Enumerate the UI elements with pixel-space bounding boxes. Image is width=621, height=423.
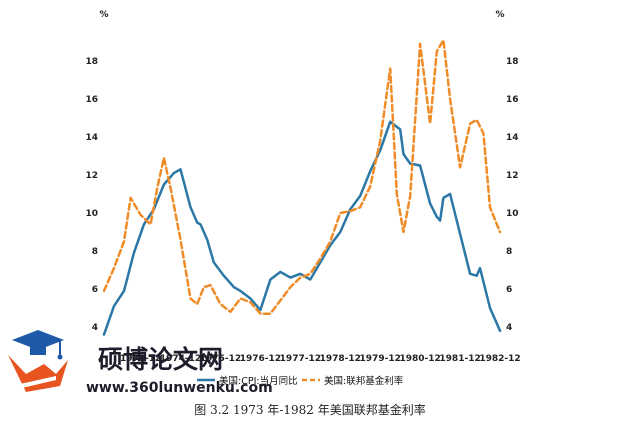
legend-item-cpi: 美国:CPI:当月同比: [197, 375, 298, 387]
x-tick-label: 1976-12: [240, 354, 281, 364]
y-tick-label-right: 18: [506, 57, 519, 67]
y-tick-label-left: 10: [85, 209, 98, 219]
y-tick-label-right: 6: [506, 285, 512, 295]
watermark-title: 硕博论文网: [98, 345, 223, 374]
y-tick-label-left: 16: [85, 95, 98, 105]
graduation-cap-book-icon: [8, 330, 68, 392]
y-tick-label-left: 4: [92, 323, 98, 333]
x-tick-label: 1979-12: [360, 354, 401, 364]
x-tick-label: 1977-12: [280, 354, 321, 364]
x-tick-label: 1980-12: [399, 354, 440, 364]
y-tick-label-right: 8: [506, 247, 512, 257]
y-axis-right-unit: %: [495, 10, 504, 20]
x-tick-label: 1982-12: [479, 354, 520, 364]
y-axis-right: 4 6 8 10 12 14 16 18: [506, 57, 519, 333]
y-tick-label-right: 4: [506, 323, 512, 333]
y-tick-label-left: 18: [85, 57, 98, 67]
y-tick-label-right: 10: [506, 209, 519, 219]
y-axis-left-unit: %: [99, 10, 108, 20]
y-tick-label-right: 14: [506, 133, 519, 143]
y-tick-label-left: 14: [85, 133, 98, 143]
legend-label-cpi: 美国:CPI:当月同比: [219, 375, 298, 387]
series-line-cpi: [102, 120, 502, 336]
x-tick-label: 1981-12: [439, 354, 480, 364]
series-line-fed-funds-rate: [102, 38, 502, 315]
y-tick-label-left: 6: [92, 285, 98, 295]
y-axis-left: 4 6 8 10 12 14 16 18: [85, 57, 98, 333]
x-tick-label: 1978-12: [320, 354, 361, 364]
watermark-logo: 硕博论文网 www.360lunwenku.com: [8, 330, 273, 396]
legend: 美国:CPI:当月同比 美国:联邦基金利率: [197, 375, 404, 387]
legend-item-fed-funds: 美国:联邦基金利率: [302, 375, 404, 387]
x-axis: 1973-121974-121975-121976-121977-121978-…: [120, 354, 521, 364]
legend-label-fed-funds: 美国:联邦基金利率: [324, 375, 404, 387]
watermark-url: www.360lunwenku.com: [86, 380, 273, 396]
y-tick-label-right: 16: [506, 95, 519, 105]
x-tick-label: 1973-12: [120, 354, 161, 364]
y-tick-label-left: 12: [85, 171, 98, 181]
y-tick-label-left: 8: [92, 247, 98, 257]
y-tick-label-right: 12: [506, 171, 519, 181]
x-tick-label: 1974-12: [160, 354, 201, 364]
plot-area: [102, 38, 502, 336]
x-tick-label: 1975-12: [200, 354, 241, 364]
figure-caption: 图 3.2 1973 年-1982 年美国联邦基金利率: [194, 402, 425, 417]
